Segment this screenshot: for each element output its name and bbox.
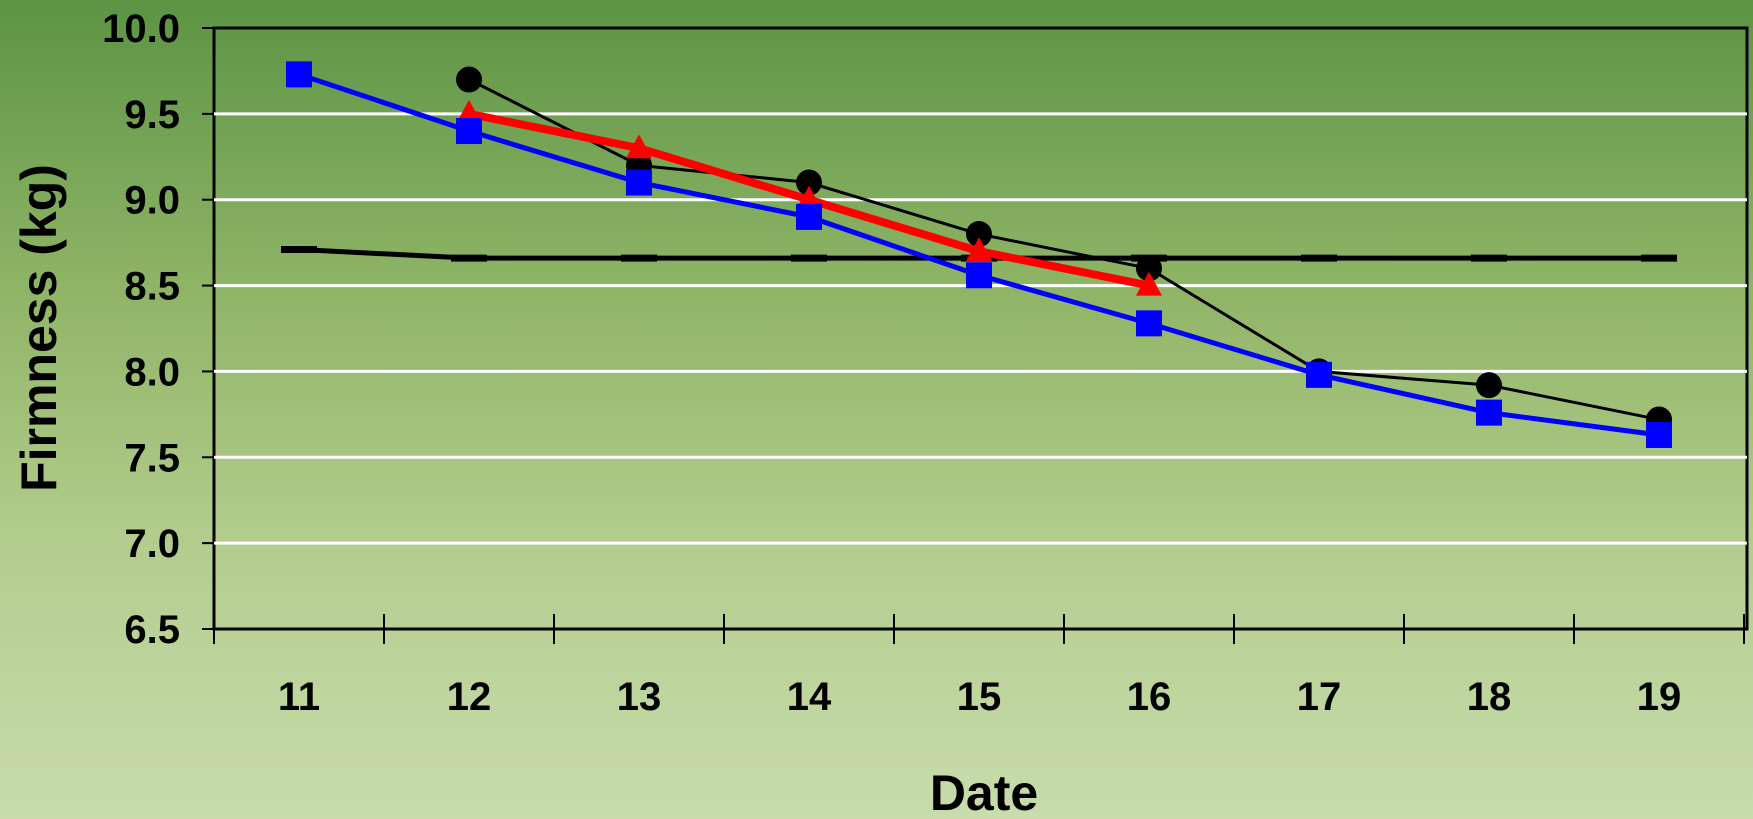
y-tick-label: 10.0 — [102, 7, 180, 51]
data-point — [1646, 421, 1672, 448]
x-axis-title: Date — [930, 765, 1038, 819]
data-point — [456, 99, 482, 124]
y-tick-label: 6.5 — [124, 608, 180, 652]
data-point — [1476, 372, 1502, 399]
data-point — [626, 134, 652, 159]
data-point — [286, 61, 312, 88]
x-tick-label: 16 — [1127, 675, 1172, 719]
data-point — [966, 221, 992, 248]
y-tick-label: 9.0 — [124, 179, 180, 223]
series-circle — [456, 66, 1672, 433]
y-tick-label: 7.5 — [124, 436, 180, 480]
data-point — [1306, 361, 1332, 388]
y-axis-title: Firmness (kg) — [11, 164, 67, 492]
x-tick-label: 17 — [1297, 675, 1342, 719]
data-point — [1136, 255, 1162, 282]
data-point — [796, 185, 822, 210]
data-point — [966, 262, 992, 289]
y-tick-label: 9.5 — [124, 93, 180, 137]
x-tick-label: 15 — [957, 675, 1002, 719]
series-line — [468, 78, 1660, 421]
plot-area — [212, 26, 1749, 631]
data-point — [456, 66, 482, 93]
data-series — [281, 61, 1677, 448]
data-point — [796, 203, 822, 230]
data-point — [456, 118, 482, 145]
series-square — [286, 61, 1672, 448]
y-tick-label: 8.5 — [124, 265, 180, 309]
data-point — [626, 169, 652, 196]
y-axis-ticks: 6.5 7.0 7.5 8.0 8.5 9.0 9.5 10.0 — [102, 7, 214, 652]
gridlines — [214, 112, 1747, 545]
data-point — [1136, 271, 1162, 296]
x-axis-ticks: 11 12 13 14 15 16 17 18 19 — [213, 614, 1745, 719]
x-tick-label: 11 — [278, 675, 320, 719]
data-point — [796, 169, 822, 196]
x-tick-label: 19 — [1637, 675, 1682, 719]
y-tick-label: 8.0 — [124, 350, 180, 394]
y-tick-label: 7.0 — [124, 522, 180, 566]
data-point — [1136, 310, 1162, 337]
series-triangle — [456, 99, 1162, 296]
x-tick-label: 14 — [787, 675, 832, 719]
data-point — [966, 237, 992, 262]
x-tick-label: 18 — [1467, 675, 1512, 719]
x-tick-label: 12 — [447, 675, 492, 719]
data-point — [1476, 399, 1502, 426]
x-tick-label: 13 — [617, 675, 662, 719]
